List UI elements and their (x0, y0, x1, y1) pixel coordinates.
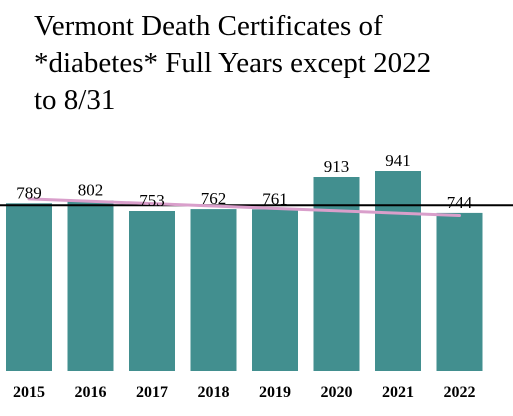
bar-2021 (375, 171, 421, 371)
value-label-2016: 802 (78, 181, 104, 200)
x-tick-2017: 2017 (136, 384, 168, 401)
x-tick-2021: 2021 (382, 384, 414, 401)
bar-2018 (190, 209, 237, 371)
x-tick-2015: 2015 (13, 384, 45, 401)
bar-2017 (129, 211, 175, 371)
lines-layer (0, 197, 513, 217)
chart-title-line-1: Vermont Death Certificates of (34, 10, 383, 42)
x-tick-2020: 2020 (321, 384, 353, 401)
value-label-2018: 762 (201, 189, 227, 208)
x-tick-2018: 2018 (198, 384, 230, 401)
x-tick-2022: 2022 (444, 384, 476, 401)
value-label-2022: 744 (447, 193, 473, 212)
bar-2016 (67, 200, 114, 371)
bar-2019 (252, 209, 298, 371)
x-tick-2016: 2016 (75, 384, 107, 401)
bar-2015 (6, 203, 52, 371)
value-label-2015: 789 (16, 183, 42, 202)
value-label-2020: 913 (324, 157, 350, 176)
value-labels-layer: 789 802 753 762 761 913 941 744 (16, 151, 473, 212)
chart-title-line-3: to 8/31 (34, 84, 115, 116)
bars-layer (6, 171, 483, 371)
value-label-2017: 753 (139, 191, 165, 210)
bar-2022 (436, 212, 483, 371)
x-axis-tick-labels: 2015 2016 2017 2018 2019 2020 2021 2022 (13, 384, 476, 401)
value-label-2019: 761 (262, 189, 288, 208)
x-tick-2019: 2019 (259, 384, 291, 401)
chart-title-line-2: *diabetes* Full Years except 2022 (34, 47, 431, 79)
value-label-2021: 941 (385, 151, 411, 170)
trend-line (27, 197, 461, 217)
